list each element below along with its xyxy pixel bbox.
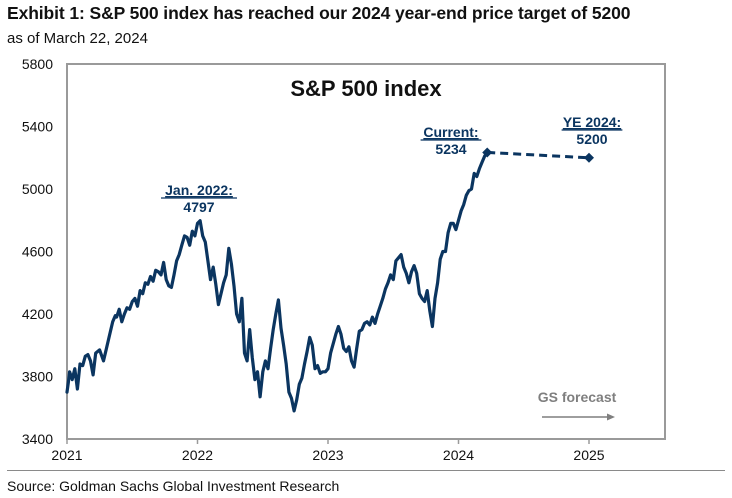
current-annotation-value: 5234 [435, 141, 466, 157]
y-tick-label: 5000 [22, 181, 53, 197]
ye2024-marker [584, 152, 594, 163]
peak-annotation-value: 4797 [183, 199, 214, 215]
gs-forecast-label: GS forecast [538, 389, 617, 405]
peak-annotation-label: Jan. 2022: [165, 182, 233, 198]
x-axis: 2021 2022 2023 2024 2025 [51, 439, 605, 463]
sp500-series-line [65, 150, 489, 413]
x-tick-label: 2024 [443, 447, 474, 463]
footer-divider [7, 470, 725, 471]
sp500-chart: S&P 500 index 3400 3800 4200 4600 5000 5400 58… [22, 56, 666, 463]
x-tick-label: 2025 [573, 447, 604, 463]
x-tick-label: 2021 [51, 447, 82, 463]
ye2024-annotation-value: 5200 [576, 131, 607, 147]
y-axis: 3400 3800 4200 4600 5000 5400 5800 [22, 56, 53, 447]
y-tick-label: 3400 [22, 431, 53, 447]
y-tick-label: 4200 [22, 306, 53, 322]
current-annotation-label: Current: [423, 124, 478, 140]
chart-title: S&P 500 index [290, 76, 442, 101]
y-tick-label: 3800 [22, 369, 53, 385]
forecast-arrow-icon [607, 413, 615, 421]
x-tick-label: 2023 [312, 447, 343, 463]
ye2024-annotation-label: YE 2024: [563, 114, 621, 130]
y-tick-label: 5800 [22, 56, 53, 72]
y-tick-label: 5400 [22, 119, 53, 135]
x-tick-label: 2022 [182, 447, 213, 463]
plot-frame [66, 63, 666, 440]
series-layer [65, 150, 590, 413]
y-tick-label: 4600 [22, 244, 53, 260]
annotations-layer: Jan. 2022:4797 Current:5234 YE 2024:5200 GS… [161, 114, 623, 421]
exhibit-title: Exhibit 1: S&P 500 index has reached our… [7, 3, 631, 23]
current-marker [482, 147, 493, 158]
exhibit-subtitle: as of March 22, 2024 [7, 30, 148, 47]
forecast-line [487, 150, 590, 160]
source-note: Source: Goldman Sachs Global Investment … [7, 478, 340, 494]
